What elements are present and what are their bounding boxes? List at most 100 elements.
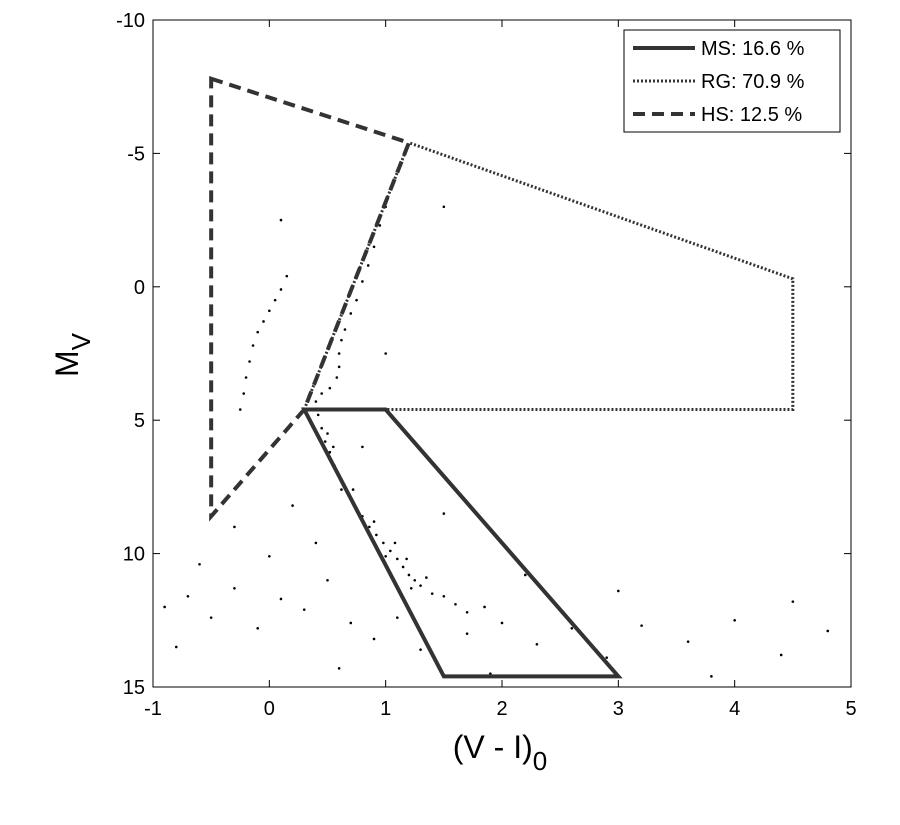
data-point <box>320 426 323 430</box>
data-point <box>409 586 413 590</box>
legend: MS: 16.6 % RG: 70.9 % HS: 12.5 % <box>623 29 841 133</box>
y-tick-label: 15 <box>123 677 145 699</box>
data-point <box>279 597 283 601</box>
data-point <box>268 309 271 313</box>
data-point <box>323 440 327 443</box>
data-point <box>791 600 795 603</box>
data-point <box>316 413 320 417</box>
data-point <box>366 264 370 267</box>
data-point <box>186 594 190 598</box>
data-point <box>372 245 376 249</box>
data-point <box>262 320 265 323</box>
data-point <box>268 554 271 558</box>
y-tick-label: -10 <box>116 10 145 32</box>
y-tick-label: 10 <box>123 544 145 566</box>
data-point <box>372 637 376 641</box>
data-point <box>617 589 620 593</box>
region-outline <box>300 407 623 679</box>
data-point <box>442 594 446 598</box>
x-tick-label: 2 <box>496 698 507 720</box>
data-point <box>523 573 527 577</box>
data-point <box>605 656 608 659</box>
data-point <box>535 643 539 646</box>
region-outline <box>209 75 412 522</box>
data-point <box>233 586 236 590</box>
data-point <box>419 648 422 651</box>
data-point <box>442 205 446 209</box>
data-point <box>326 432 329 435</box>
data-point <box>396 557 399 561</box>
data-point <box>483 605 486 609</box>
data-point <box>349 621 353 625</box>
legend-label: MS: 16.6 % <box>701 38 805 60</box>
data-point <box>291 504 294 507</box>
data-point <box>500 621 504 625</box>
x-tick-label: 1 <box>380 698 391 720</box>
data-point <box>320 392 323 395</box>
data-point <box>326 578 329 582</box>
data-point <box>328 386 332 390</box>
data-point <box>349 312 353 315</box>
data-point <box>233 525 236 529</box>
x-tick-label: 3 <box>613 698 624 720</box>
x-axis-label: (V - I)0 <box>453 729 547 776</box>
data-point <box>328 450 332 454</box>
data-point <box>351 488 355 491</box>
data-point <box>340 338 343 342</box>
data-point <box>248 360 251 363</box>
data-point <box>640 624 643 627</box>
data-point <box>314 541 318 545</box>
data-point <box>337 352 341 355</box>
data-point <box>163 605 166 609</box>
data-point <box>238 408 242 411</box>
data-point <box>425 576 428 579</box>
data-point <box>384 554 387 558</box>
data-point <box>251 344 255 347</box>
data-point <box>256 627 260 630</box>
data-point <box>256 330 260 334</box>
x-tick-label: -1 <box>144 698 162 720</box>
data-point <box>375 533 378 537</box>
data-point <box>343 328 347 331</box>
data-point <box>198 562 201 566</box>
data-point <box>779 653 783 657</box>
data-point <box>302 608 306 611</box>
y-tick-label: 5 <box>134 410 145 432</box>
data-point <box>285 274 289 278</box>
data-point <box>401 565 405 569</box>
data-point <box>340 488 343 491</box>
y-axis-label: MV <box>49 332 96 377</box>
x-tick-label: 5 <box>845 698 856 720</box>
data-point <box>389 549 392 553</box>
data-point <box>393 541 397 545</box>
data-point <box>489 672 492 675</box>
data-point <box>378 224 382 227</box>
data-point <box>465 632 469 635</box>
x-tick-label: 4 <box>729 698 740 720</box>
data-point <box>279 288 283 291</box>
data-point <box>314 400 318 403</box>
data-point <box>332 445 335 449</box>
data-point <box>382 541 385 545</box>
data-point <box>405 557 408 561</box>
data-point <box>413 578 417 582</box>
data-point <box>337 365 341 369</box>
data-point <box>279 218 283 222</box>
data-point <box>826 629 830 633</box>
data-point <box>396 616 399 619</box>
data-point <box>242 392 246 395</box>
data-point <box>273 298 277 302</box>
data-point <box>335 376 339 379</box>
data-point <box>710 675 713 678</box>
data-point <box>368 525 371 529</box>
y-tick-label: 0 <box>134 277 145 299</box>
data-point <box>454 602 457 606</box>
data-point <box>733 619 736 622</box>
legend-label: HS: 12.5 % <box>701 104 802 126</box>
y-tick-label: -5 <box>127 143 145 165</box>
data-point <box>442 512 446 515</box>
data-point <box>361 445 364 449</box>
data-point <box>355 298 358 302</box>
data-point <box>407 573 411 577</box>
